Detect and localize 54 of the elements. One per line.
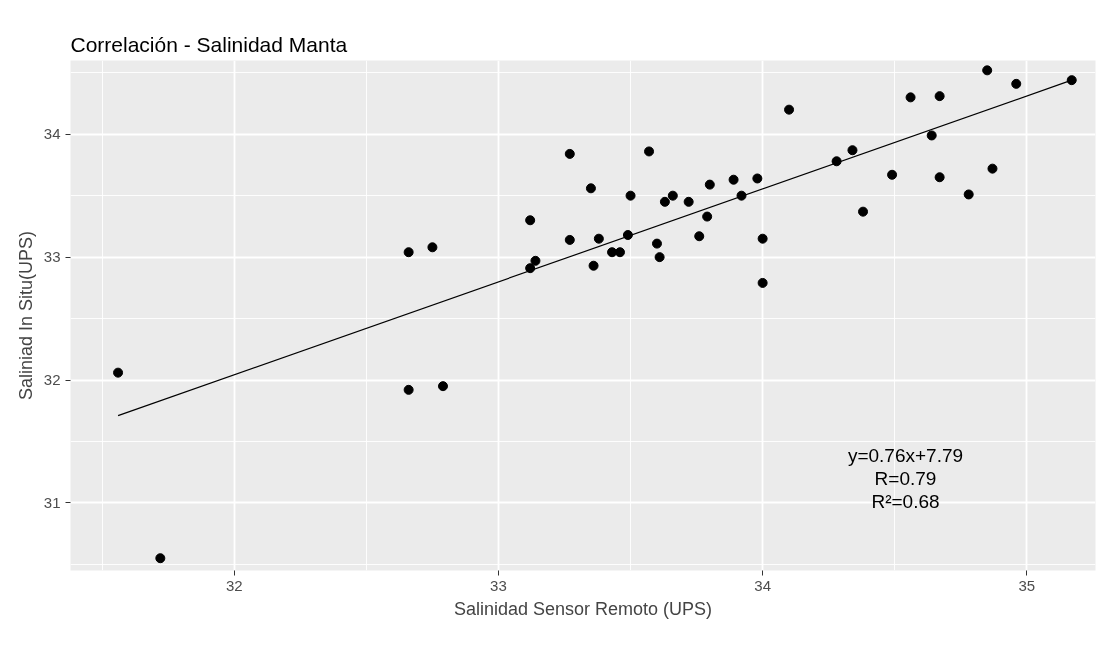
point: [694, 231, 705, 242]
point: [1066, 75, 1077, 86]
x-tick-label: 32: [225, 576, 243, 594]
point: [585, 183, 596, 194]
y-tick-label: 32: [43, 371, 61, 389]
point: [1011, 78, 1022, 89]
point: [525, 215, 536, 226]
point: [934, 91, 945, 102]
y-tick-label: 33: [43, 248, 61, 266]
y-tick-label: 34: [43, 125, 61, 143]
x-tick-label: 33: [490, 576, 507, 594]
point: [934, 172, 945, 183]
point: [644, 146, 655, 157]
point: [667, 190, 678, 201]
point: [887, 169, 898, 180]
point: [427, 242, 438, 253]
point: [625, 190, 636, 201]
point: [858, 206, 869, 217]
point: [564, 148, 575, 159]
y-tick-label: 31: [43, 493, 61, 511]
point: [683, 196, 694, 207]
point: [963, 189, 974, 200]
point: [564, 234, 575, 245]
annotation: R=0.79: [874, 467, 937, 489]
annotation: R²=0.68: [871, 490, 940, 512]
point: [704, 179, 715, 190]
point: [651, 238, 662, 249]
point: [403, 247, 414, 258]
point: [982, 65, 993, 76]
point: [784, 104, 795, 115]
annotation: y=0.76x+7.79: [847, 444, 964, 466]
x-tick-label: 34: [754, 576, 771, 594]
y-axis-title: Saliniad In Situ(UPS): [15, 230, 36, 401]
point: [588, 260, 599, 271]
point: [757, 277, 768, 288]
x-tick-label: 35: [1018, 576, 1036, 594]
point: [728, 174, 739, 185]
point: [659, 196, 670, 207]
point: [987, 163, 998, 174]
point: [593, 233, 604, 244]
point: [155, 553, 166, 564]
point: [702, 211, 713, 222]
point: [752, 173, 763, 184]
point: [113, 367, 124, 378]
point: [757, 233, 768, 244]
point: [847, 145, 858, 156]
point: [437, 381, 448, 392]
point: [905, 92, 916, 103]
chart-title: Correlación - Salinidad Manta: [70, 32, 348, 56]
point: [654, 252, 665, 263]
x-axis-title: Salinidad Sensor Remoto (UPS): [453, 598, 713, 619]
point: [403, 384, 414, 395]
point: [926, 130, 937, 141]
point: [530, 255, 541, 266]
